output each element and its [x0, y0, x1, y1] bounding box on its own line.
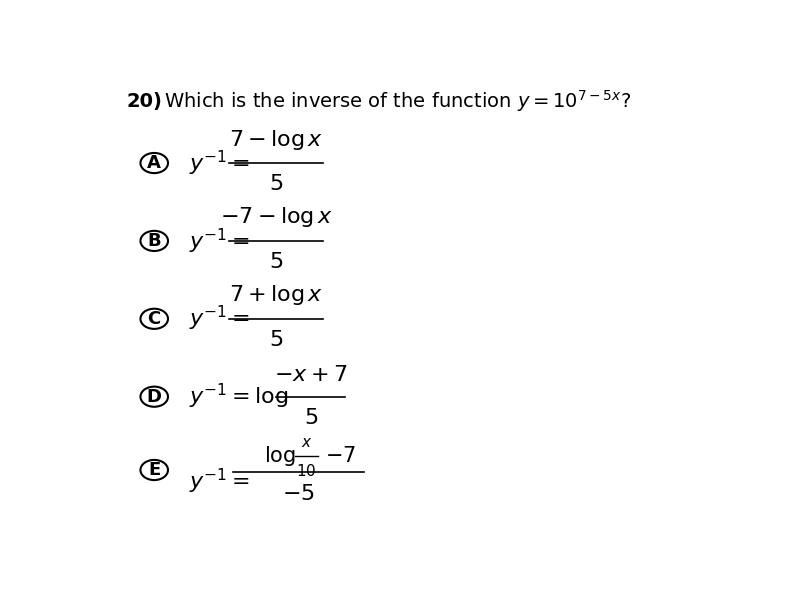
Text: D: D	[147, 388, 162, 406]
Text: 20): 20)	[126, 92, 162, 111]
Text: $7-\log x$: $7-\log x$	[229, 127, 323, 152]
Text: B: B	[147, 232, 161, 250]
Text: $10$: $10$	[297, 463, 317, 478]
Text: $5$: $5$	[304, 408, 318, 428]
Text: $-5$: $-5$	[282, 484, 314, 504]
Text: $y^{-1}=$: $y^{-1}=$	[189, 226, 250, 255]
Text: $5$: $5$	[269, 252, 284, 273]
Text: $y^{-1}=$: $y^{-1}=$	[189, 304, 250, 333]
Text: $-7$: $-7$	[325, 446, 356, 466]
Text: A: A	[147, 154, 161, 172]
Text: $7+\log x$: $7+\log x$	[229, 283, 323, 308]
Text: C: C	[148, 310, 161, 328]
Text: $5$: $5$	[269, 330, 284, 350]
Text: $\mathrm{log}$: $\mathrm{log}$	[263, 444, 296, 468]
Text: $y^{-1}=\log$: $y^{-1}=\log$	[189, 382, 288, 411]
Text: $x$: $x$	[301, 435, 312, 450]
Text: $5$: $5$	[269, 174, 284, 195]
Text: $y^{-1}=$: $y^{-1}=$	[189, 148, 250, 178]
Text: E: E	[148, 461, 160, 479]
Text: $-x+7$: $-x+7$	[274, 365, 347, 385]
Text: $y^{-1}=$: $y^{-1}=$	[189, 467, 250, 496]
Text: $-7-\log x$: $-7-\log x$	[220, 205, 333, 230]
Text: Which is the inverse of the function $y = 10^{7-5x}$?: Which is the inverse of the function $y …	[163, 88, 631, 114]
